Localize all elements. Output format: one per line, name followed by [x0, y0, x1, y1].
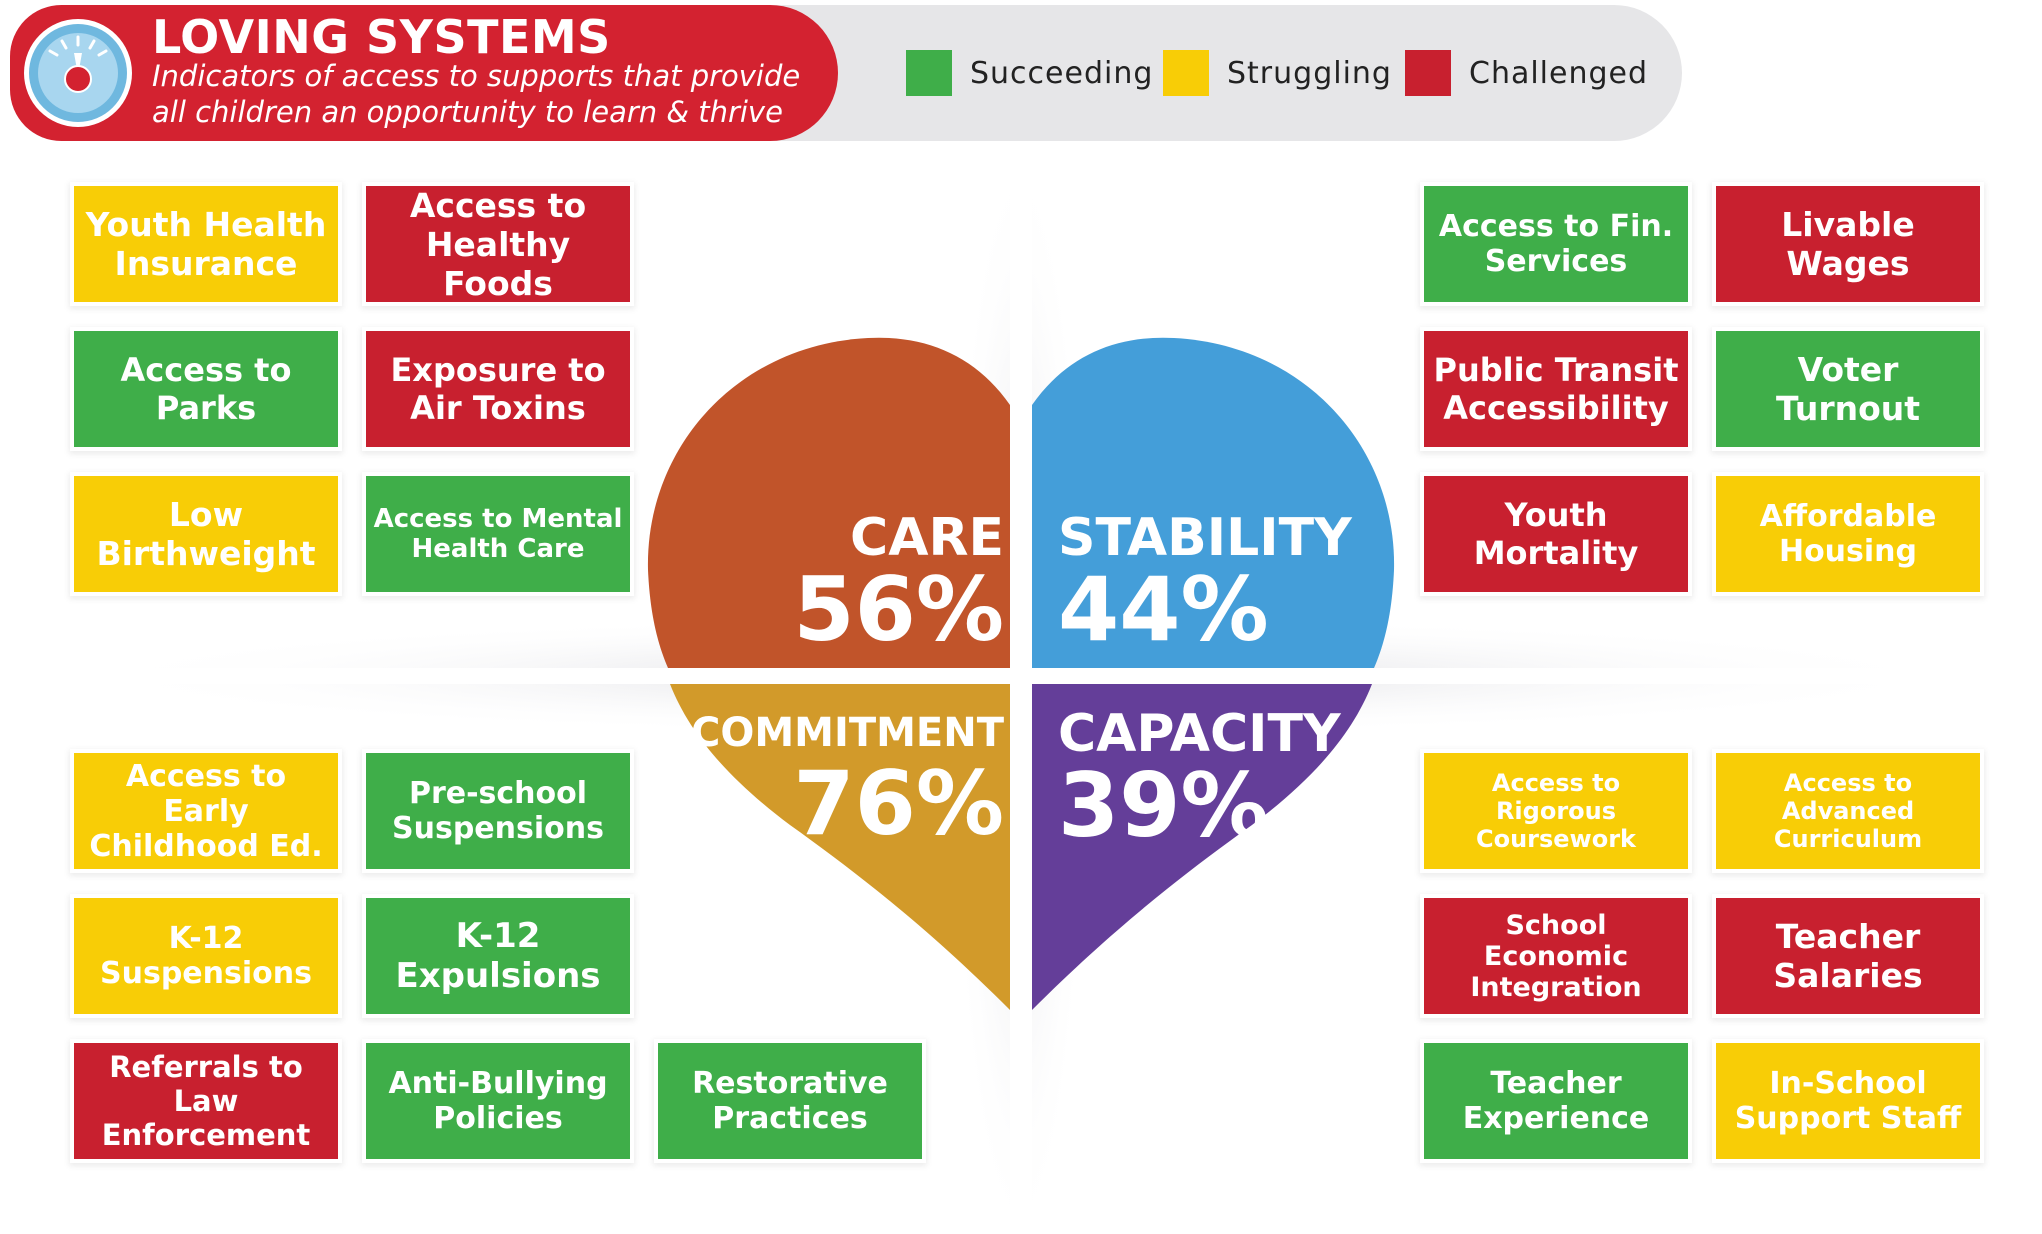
legend-swatch-challenged — [1405, 50, 1451, 96]
title-banner — [10, 5, 838, 141]
indicator-k12-suspensions: K-12 Suspensions — [74, 898, 338, 1014]
commitment-quadrant — [670, 684, 1010, 1010]
legend-challenged: Challenged — [1405, 50, 1648, 96]
legend-succeeding: Succeeding — [906, 50, 1153, 96]
stability-quadrant — [1032, 337, 1395, 668]
indicator-pre-school-suspensions: Pre-school Suspensions — [366, 753, 630, 869]
indicator-access-to-advanced-curriculum: Access to Advanced Curriculum — [1716, 753, 1980, 869]
vertical-divider — [1010, 140, 1032, 1234]
page-title: LOVING SYSTEMS — [152, 10, 611, 64]
stability-value: 44% — [1058, 558, 1269, 661]
page-subtitle: Indicators of access to supports that pr… — [152, 59, 801, 129]
indicator-youth-health-insurance: Youth Health Insurance — [74, 186, 338, 302]
indicator-youth-mortality: Youth Mortality — [1424, 476, 1688, 592]
care-value: 56% — [793, 558, 1004, 661]
indicator-school-economic-integration: School Economic Integration — [1424, 898, 1688, 1014]
legend-swatch-struggling — [1163, 50, 1209, 96]
horizontal-divider — [0, 668, 2042, 684]
care-label: CARE — [850, 508, 1004, 568]
indicator-anti-bullying-policies: Anti-Bullying Policies — [366, 1043, 630, 1159]
legend-swatch-succeeding — [906, 50, 952, 96]
indicator-teacher-experience: Teacher Experience — [1424, 1043, 1688, 1159]
capacity-quadrant — [1032, 684, 1372, 1010]
legend-label: Challenged — [1469, 55, 1649, 91]
commitment-value: 76% — [793, 752, 1004, 855]
indicator-in-school-support-staff: In-School Support Staff — [1716, 1043, 1980, 1159]
indicator-access-to-rigorous-coursework: Access to Rigorous Coursework — [1424, 753, 1688, 869]
legend-struggling: Struggling — [1163, 50, 1392, 96]
indicator-teacher-salaries: Teacher Salaries — [1716, 898, 1980, 1014]
indicator-access-to-early-childhood-ed: Access to Early Childhood Ed. — [74, 753, 338, 869]
indicator-referrals-to-law-enforcement: Referrals to Law Enforcement — [74, 1043, 338, 1159]
capacity-value: 39% — [1058, 754, 1269, 857]
indicator-public-transit-accessibility: Public Transit Accessibility — [1424, 331, 1688, 447]
capacity-label: CAPACITY — [1058, 704, 1341, 764]
indicator-livable-wages: Livable Wages — [1716, 186, 1980, 302]
indicator-exposure-to-air-toxins: Exposure to Air Toxins — [366, 331, 630, 447]
indicator-k12-expulsions: K-12 Expulsions — [366, 898, 630, 1014]
commitment-label: COMMITMENT — [690, 710, 1004, 756]
indicator-access-to-parks: Access to Parks — [74, 331, 338, 447]
indicator-low-birthweight: Low Birthweight — [74, 476, 338, 592]
gauge-icon — [24, 19, 132, 127]
stability-label: STABILITY — [1058, 508, 1352, 568]
indicator-voter-turnout: Voter Turnout — [1716, 331, 1980, 447]
legend-label: Struggling — [1227, 55, 1392, 91]
indicator-access-to-fin-services: Access to Fin. Services — [1424, 186, 1688, 302]
indicator-affordable-housing: Affordable Housing — [1716, 476, 1980, 592]
indicator-restorative-practices: Restorative Practices — [658, 1043, 922, 1159]
indicator-access-to-mental-health-care: Access to Mental Health Care — [366, 476, 630, 592]
indicator-access-to-healthy-foods: Access to Healthy Foods — [366, 186, 630, 303]
legend-label: Succeeding — [970, 55, 1154, 91]
care-quadrant — [647, 337, 1010, 668]
